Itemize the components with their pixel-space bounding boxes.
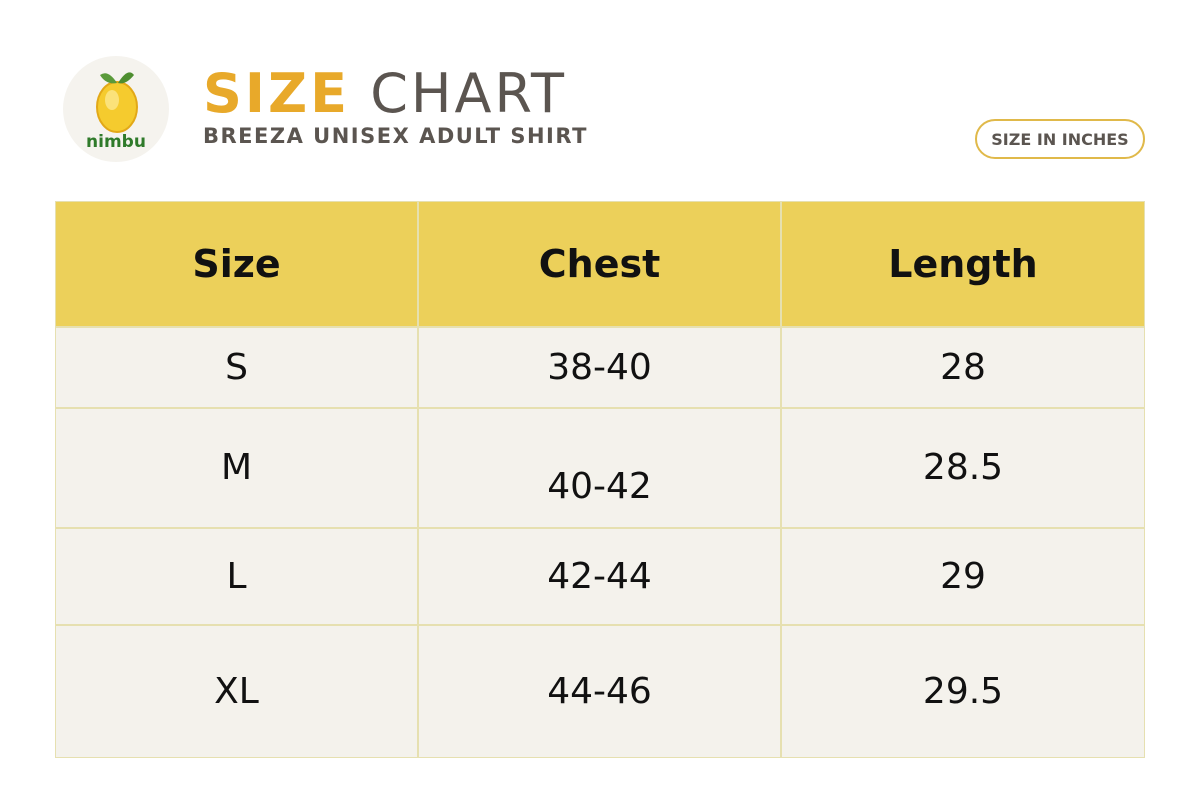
table-cell: 29 (781, 528, 1145, 625)
logo-text: nimbu (86, 132, 146, 152)
column-header: Length (781, 201, 1145, 327)
title-rest: CHART (370, 62, 568, 125)
logo: nimbu (63, 56, 169, 162)
table-cell: 40-42 (418, 408, 781, 528)
table-cell: 42-44 (418, 528, 781, 625)
title: SIZE CHART (203, 62, 567, 126)
table-cell: 29.5 (781, 625, 1145, 758)
badge: SIZE IN INCHES (975, 119, 1145, 159)
table-cell: 38-40 (418, 327, 781, 408)
column-header: Size (55, 201, 418, 327)
table-cell: L (55, 528, 418, 625)
subtitle: BREEZA UNISEX ADULT SHIRT (203, 124, 588, 148)
table-cell: M (55, 408, 418, 528)
table-cell: 28.5 (781, 408, 1145, 528)
table-cell: S (55, 327, 418, 408)
table-cell: 44-46 (418, 625, 781, 758)
table-cell: 28 (781, 327, 1145, 408)
title-highlight: SIZE (203, 62, 351, 125)
table-cell: XL (55, 625, 418, 758)
column-header: Chest (418, 201, 781, 327)
